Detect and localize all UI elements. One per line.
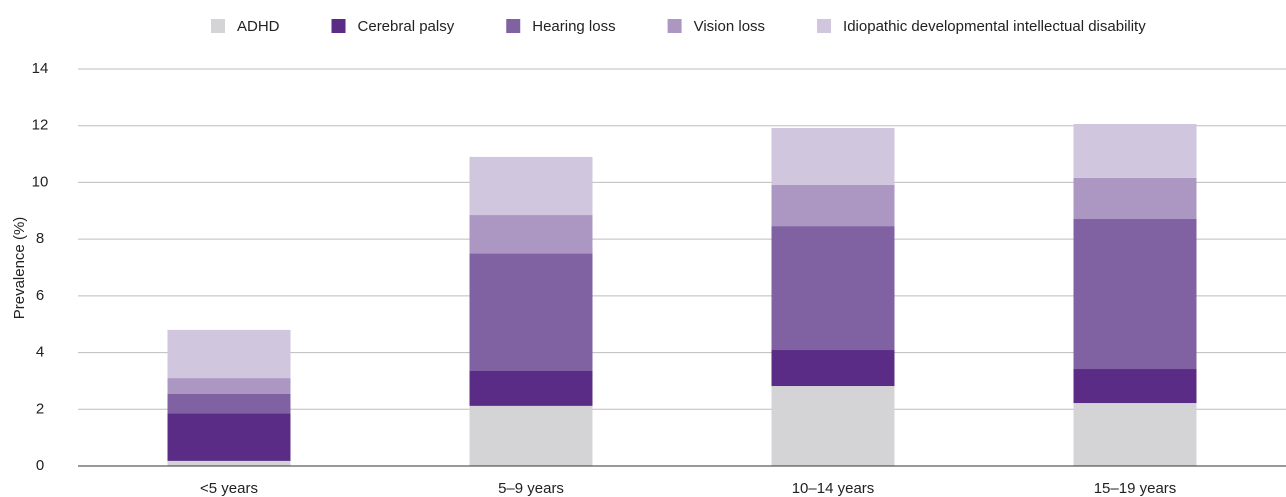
bar-segment [469,405,593,466]
y-tick-label: 12 [32,117,49,134]
bar-segment [167,378,291,394]
legend-label: Idiopathic developmental intellectual di… [843,18,1146,35]
bar-segment [469,371,593,406]
bar-segment [771,350,895,387]
y-tick-label: 4 [36,344,44,361]
x-tick-label: 5–9 years [498,480,564,497]
bar-segment [167,393,291,414]
bar-segment [771,184,895,227]
bar-segment [167,460,291,466]
legend-swatch [667,19,682,33]
legend-swatch [331,19,346,33]
bar-segment [1073,219,1197,370]
legend-label: Hearing loss [532,18,615,35]
legend-swatch [211,19,225,33]
x-tick-label: 10–14 years [792,480,875,497]
y-tick-label: 0 [36,457,44,474]
bar-segment [771,127,895,185]
y-tick-label: 14 [32,60,49,77]
legend-label: ADHD [237,18,280,35]
x-tick-label: 15–19 years [1094,480,1177,497]
legend-label: Cerebral palsy [358,18,455,35]
bar-segment [167,413,291,461]
y-tick-label: 2 [36,400,44,417]
bar-segment [167,329,291,379]
bar-segment [469,156,593,216]
x-tick-label: <5 years [200,480,258,497]
y-tick-label: 8 [36,230,44,247]
y-tick-label: 6 [36,287,44,304]
legend-label: Vision loss [694,18,765,35]
bar-segment [1073,124,1197,178]
bar-segment [469,253,593,372]
bar-segment [771,226,895,351]
y-tick-label: 10 [32,173,49,190]
y-axis-label: Prevalence (%) [11,217,28,320]
bar-segment [1073,403,1197,466]
bar-segment [1073,369,1197,404]
bar-segment [771,386,895,466]
bar-segment [469,215,593,254]
legend-swatch [817,19,832,33]
bar-segment [1073,177,1197,220]
legend-swatch [506,19,521,33]
